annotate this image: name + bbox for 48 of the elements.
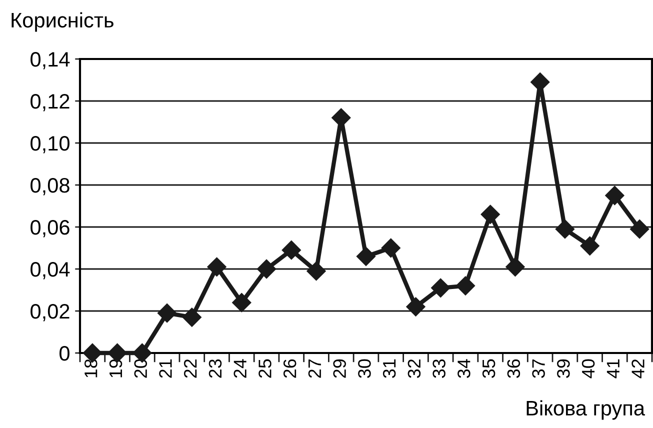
x-tick-label: 21 (159, 359, 172, 378)
x-tick-label: 27 (308, 359, 321, 378)
x-tick-label: 36 (507, 359, 520, 378)
x-tick-label: 39 (557, 359, 570, 378)
y-tick-label: 0,10 (30, 136, 70, 154)
point (182, 308, 202, 327)
x-tick-label: 23 (208, 359, 222, 378)
x-tick-label: 22 (184, 359, 197, 378)
x-tick-label: 31 (382, 359, 396, 378)
x-tick-label: 35 (482, 359, 496, 378)
x-tick-label: 25 (258, 359, 272, 378)
x-tick-label: 30 (358, 359, 371, 378)
x-tick-label: 37 (532, 359, 545, 378)
point (256, 259, 276, 279)
y-tick-label: 0,06 (30, 220, 70, 238)
point (605, 186, 624, 206)
point (282, 240, 301, 260)
y-tick-label: 0,14 (30, 52, 70, 70)
point (406, 297, 426, 316)
x-tick-label: 32 (408, 359, 421, 378)
point (506, 257, 525, 276)
y-tick-label: 0,12 (30, 94, 70, 112)
x-tick-label: 41 (606, 359, 620, 378)
point (480, 204, 500, 224)
x-tick-label: 34 (458, 359, 470, 378)
point (555, 220, 574, 239)
point (456, 276, 476, 296)
point (232, 293, 252, 312)
y-axis-title: Корисність (12, 12, 114, 32)
x-tick-label: 26 (283, 359, 296, 378)
y-tick-label: 0 (60, 346, 70, 361)
x-tick-label: 42 (632, 359, 644, 378)
y-tick-label: 0,08 (30, 178, 70, 196)
point (381, 238, 400, 258)
x-tick-label: 29 (333, 359, 346, 378)
point (306, 262, 326, 281)
y-tick-label: 0,02 (30, 304, 70, 322)
point (207, 257, 226, 276)
point (356, 246, 376, 266)
point (580, 236, 600, 256)
x-axis-title: Вікова група (526, 400, 646, 420)
point (630, 220, 650, 239)
x-tick-label: 40 (582, 359, 595, 378)
point (158, 304, 177, 323)
y-tick-label: 0,04 (30, 262, 70, 280)
x-tick-label: 33 (432, 359, 446, 378)
x-tick-label: 24 (234, 359, 246, 378)
point (431, 278, 450, 298)
